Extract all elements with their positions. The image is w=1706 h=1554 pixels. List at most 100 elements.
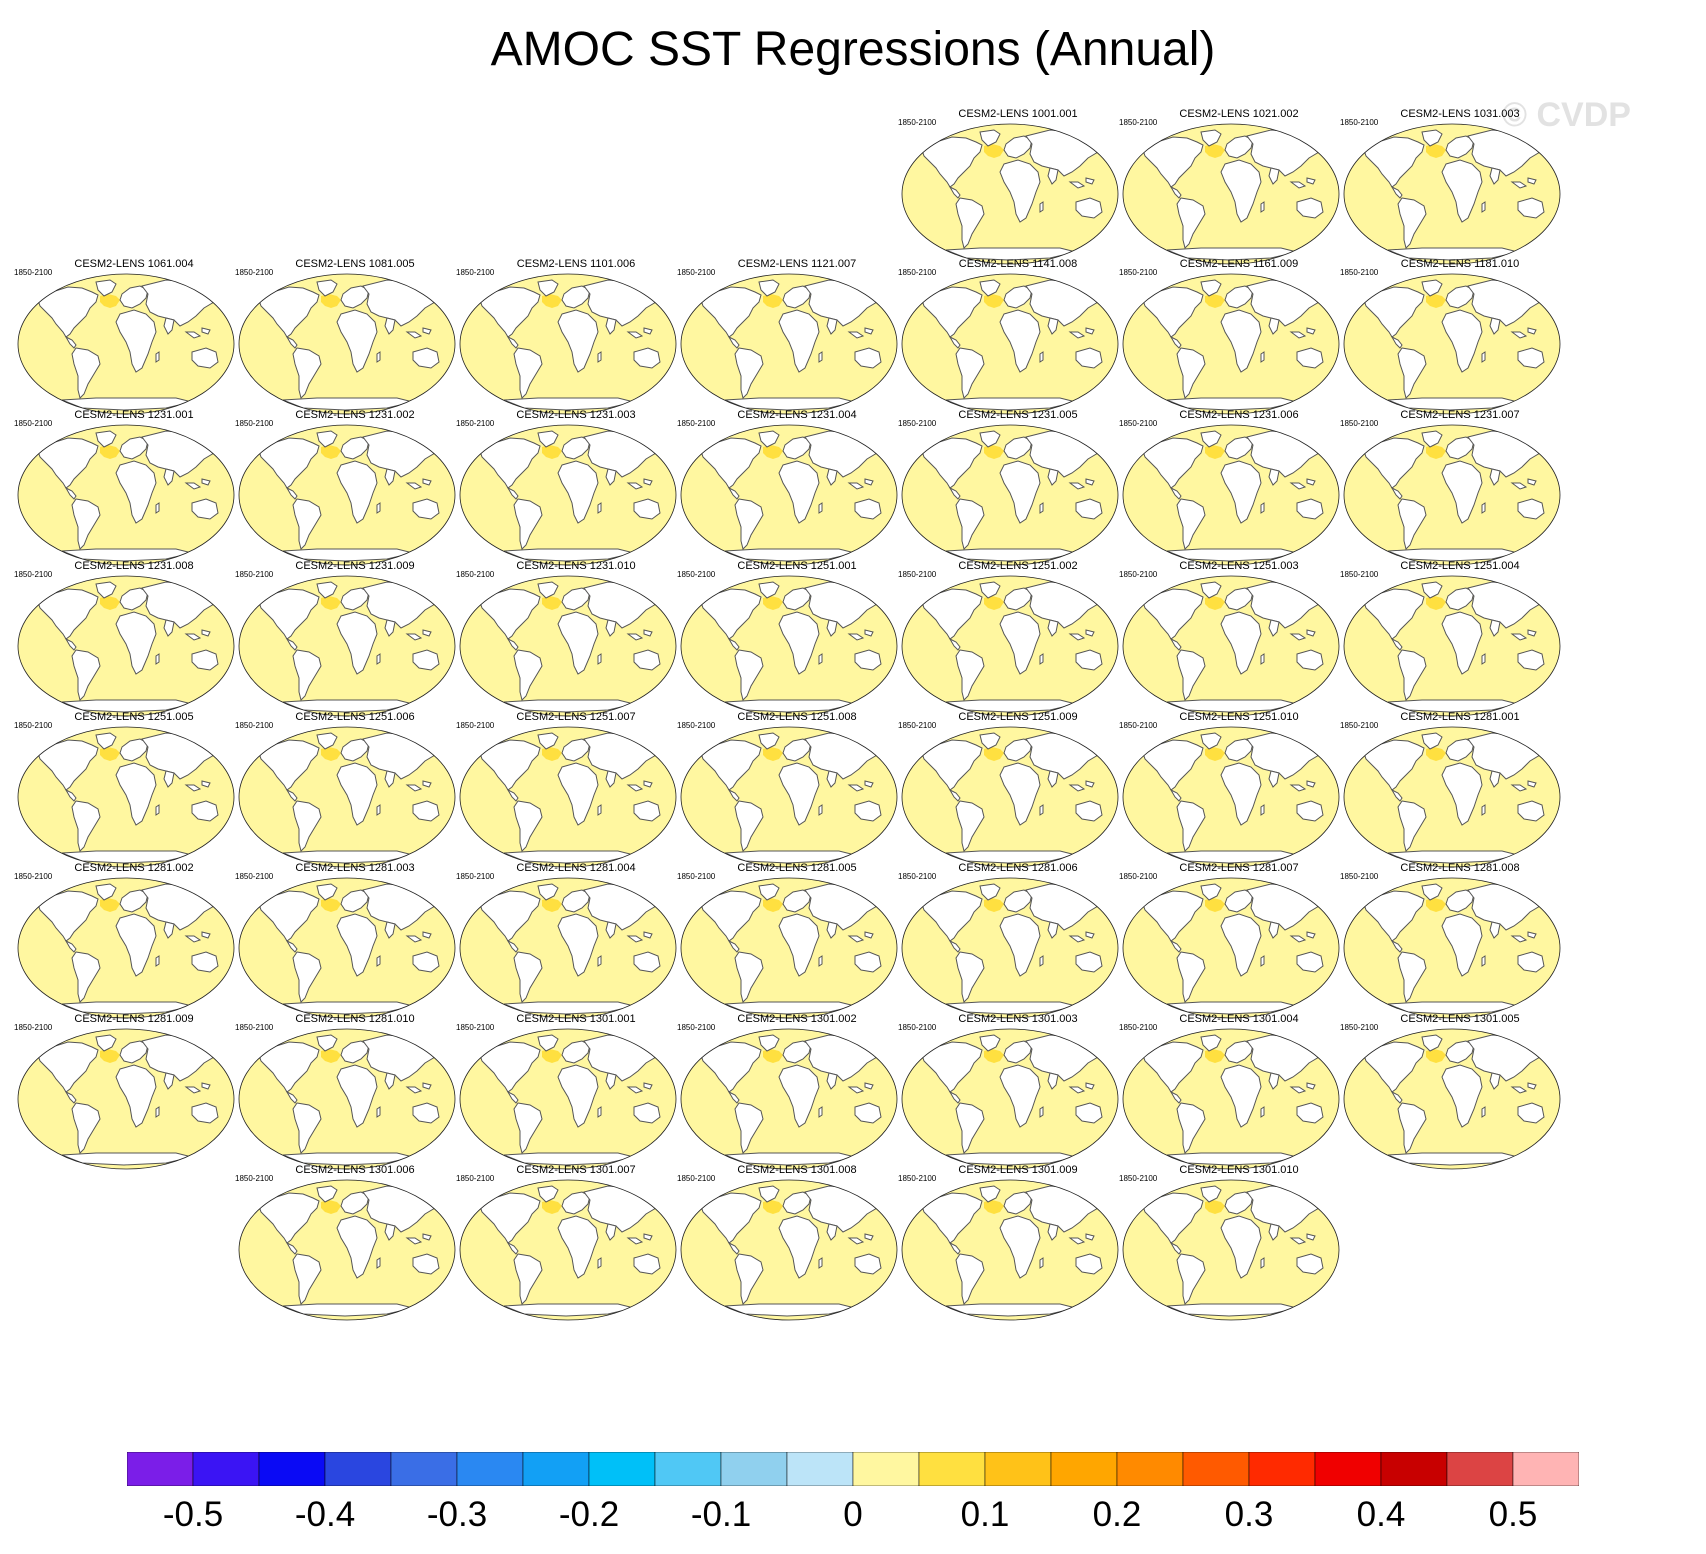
panel-period: 1850-2100: [235, 1174, 274, 1183]
landmass: [258, 890, 320, 942]
landmass: [1142, 1192, 1204, 1244]
landmass: [557, 1215, 599, 1279]
landmass: [1397, 197, 1427, 249]
landmass: [405, 935, 423, 943]
landmass: [1363, 437, 1425, 489]
colorbar-bin: [1380, 1452, 1448, 1486]
landmass: [1445, 436, 1475, 460]
landmass: [191, 649, 219, 671]
landmass: [597, 955, 602, 967]
landmass: [643, 1233, 653, 1241]
landmass: [1421, 883, 1443, 901]
colorbar-bin: [720, 1452, 788, 1486]
landmass: [782, 738, 812, 762]
world-map: [680, 1028, 898, 1170]
landmass: [201, 780, 211, 788]
panel-period: 1850-2100: [1340, 419, 1379, 428]
landmass: [1068, 181, 1086, 189]
landmass: [64, 335, 77, 349]
landmass: [258, 588, 320, 640]
landmass: [1517, 951, 1545, 973]
north-atlantic-anomaly: [984, 144, 1004, 158]
panel-title: CESM2-LENS 1231.007: [1400, 409, 1520, 421]
panel-period: 1850-2100: [1340, 721, 1379, 730]
landmass: [1289, 331, 1307, 339]
landmass: [1489, 770, 1501, 788]
landmass: [854, 649, 882, 671]
landmass: [1039, 201, 1044, 213]
landmass: [95, 732, 117, 750]
landmass: [948, 788, 961, 802]
panel-title: CESM2-LENS 1251.007: [516, 711, 636, 723]
panel-title: CESM2-LENS 1251.001: [737, 560, 857, 572]
map-border: [1122, 877, 1340, 1019]
map-border: [680, 273, 898, 415]
world-map: [680, 424, 898, 566]
landmass: [71, 951, 101, 1003]
landmass: [626, 1237, 644, 1245]
landmass: [506, 1241, 519, 1255]
landmass: [1390, 637, 1403, 651]
panel-title: CESM2-LENS 1231.005: [958, 409, 1078, 421]
world-map: [238, 1179, 456, 1321]
landmass: [605, 468, 617, 486]
world-map: [901, 726, 1119, 868]
panel-title: CESM2-LENS 1251.010: [1179, 711, 1299, 723]
world-map: [238, 726, 456, 868]
landmass: [633, 951, 661, 973]
landmass: [1390, 939, 1403, 953]
landmass: [1142, 1041, 1204, 1093]
colorbar-bin: [324, 1452, 392, 1486]
landmass: [1421, 1034, 1443, 1052]
map-panel: CESM2-LENS 1061.004 1850-2100: [14, 258, 254, 423]
panel-period: 1850-2100: [898, 872, 937, 881]
landmass: [1039, 1257, 1044, 1269]
landmass: [64, 939, 77, 953]
landmass: [1176, 498, 1206, 550]
landmass: [115, 762, 157, 826]
north-atlantic-anomaly: [984, 1049, 1004, 1063]
landmass: [1441, 611, 1483, 675]
world-map: [680, 726, 898, 868]
north-atlantic-anomaly: [1426, 596, 1446, 610]
landmass: [316, 732, 338, 750]
colorbar-tick-label: -0.2: [558, 1495, 620, 1534]
map-panel: CESM2-LENS 1251.004 1850-2100: [1340, 560, 1580, 725]
landmass: [412, 1253, 440, 1275]
landmass: [537, 581, 559, 599]
landmass: [1421, 732, 1443, 750]
panel-title: CESM2-LENS 1281.006: [958, 862, 1078, 874]
landmass: [921, 286, 983, 338]
landmass: [191, 1102, 219, 1124]
landmass: [605, 921, 617, 939]
landmass: [376, 804, 381, 816]
north-atlantic-anomaly: [984, 445, 1004, 459]
landmass: [1527, 177, 1537, 185]
landmass: [979, 129, 1001, 147]
landmass: [1176, 649, 1206, 701]
map-border: [238, 1179, 456, 1321]
landmass: [285, 637, 298, 651]
landmass: [513, 951, 543, 1003]
landmass: [734, 800, 764, 852]
panel-period: 1850-2100: [898, 268, 937, 277]
landmass: [1220, 159, 1262, 223]
landmass: [1075, 347, 1103, 369]
landmass: [955, 197, 985, 249]
landmass: [1489, 1072, 1501, 1090]
landmass: [1296, 800, 1324, 822]
north-atlantic-anomaly: [321, 294, 341, 308]
panel-title: CESM2-LENS 1251.005: [74, 711, 194, 723]
panel-title: CESM2-LENS 1301.009: [958, 1164, 1078, 1176]
landmass: [1363, 136, 1425, 188]
landmass: [948, 939, 961, 953]
landmass: [1289, 181, 1307, 189]
north-atlantic-anomaly: [542, 596, 562, 610]
world-map: [17, 726, 235, 868]
north-atlantic-anomaly: [1205, 898, 1225, 912]
map-panel: CESM2-LENS 1021.002 1850-2100: [1119, 108, 1359, 273]
landmass: [37, 588, 99, 640]
map-panel: CESM2-LENS 1121.007 1850-2100: [677, 258, 917, 423]
landmass: [422, 478, 432, 486]
landmass: [1142, 890, 1204, 942]
